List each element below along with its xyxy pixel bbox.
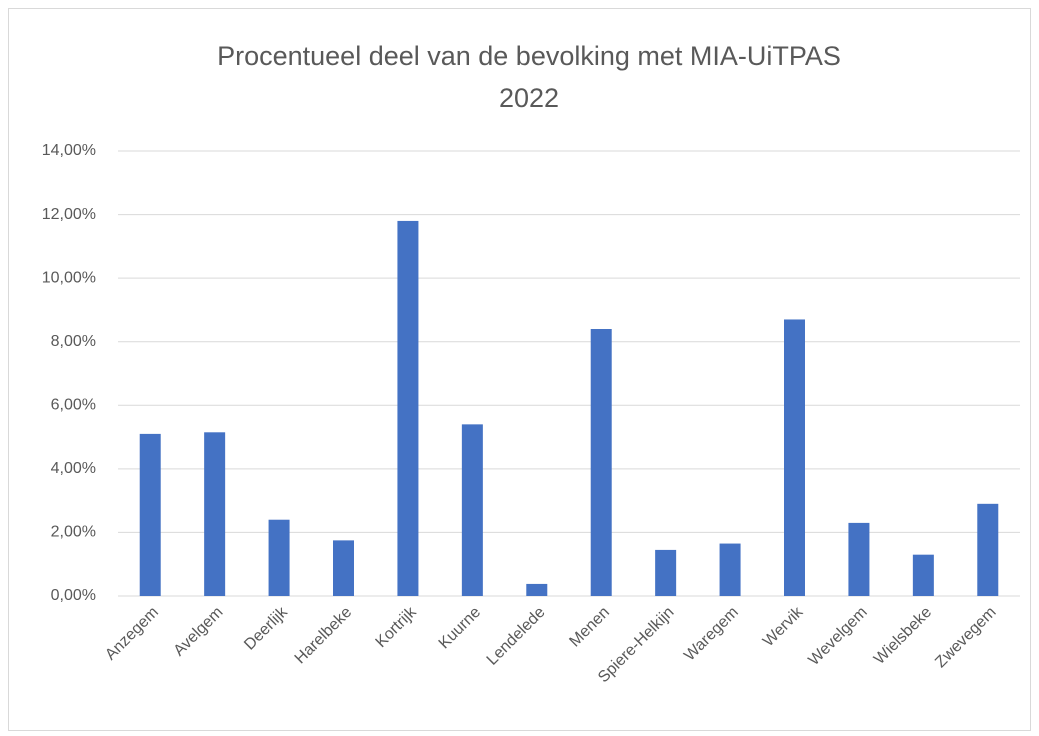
y-tick-label: 10,00% xyxy=(42,269,96,286)
y-tick-label: 0,00% xyxy=(51,587,96,604)
bar xyxy=(912,554,934,596)
bar xyxy=(848,522,870,596)
bar xyxy=(590,329,612,596)
chart-area xyxy=(8,8,1031,731)
y-tick-label: 2,00% xyxy=(51,524,96,541)
y-tick-label: 14,00% xyxy=(42,142,96,159)
bar xyxy=(139,433,161,596)
bar xyxy=(397,220,419,596)
chart-title: Procentueel deel van de bevolking met MI… xyxy=(217,41,841,71)
bar xyxy=(655,549,677,596)
y-tick-label: 4,00% xyxy=(51,460,96,477)
bar xyxy=(784,319,805,596)
y-tick-label: 6,00% xyxy=(51,397,96,414)
bar xyxy=(526,583,548,596)
bar xyxy=(333,540,354,596)
bar xyxy=(719,543,741,596)
chart-title: 2022 xyxy=(499,83,559,113)
y-tick-label: 12,00% xyxy=(42,206,96,223)
bar xyxy=(204,432,226,596)
bar xyxy=(977,503,999,596)
bar xyxy=(461,424,483,596)
bar xyxy=(268,519,290,596)
y-tick-label: 8,00% xyxy=(51,333,96,350)
